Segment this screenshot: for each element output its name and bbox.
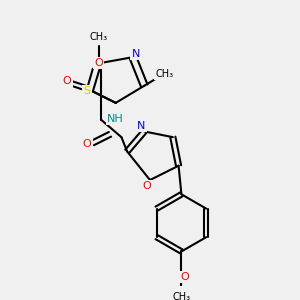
Text: N: N xyxy=(137,121,146,131)
Text: S: S xyxy=(84,86,91,96)
Text: O: O xyxy=(180,272,189,282)
Text: CH₃: CH₃ xyxy=(172,292,190,300)
Text: O: O xyxy=(83,139,92,149)
Text: O: O xyxy=(143,181,152,191)
Text: N: N xyxy=(131,49,140,59)
Text: O: O xyxy=(94,58,103,68)
Text: CH₃: CH₃ xyxy=(89,32,108,42)
Text: O: O xyxy=(63,76,71,86)
Text: CH₃: CH₃ xyxy=(155,69,173,79)
Text: NH: NH xyxy=(107,114,124,124)
